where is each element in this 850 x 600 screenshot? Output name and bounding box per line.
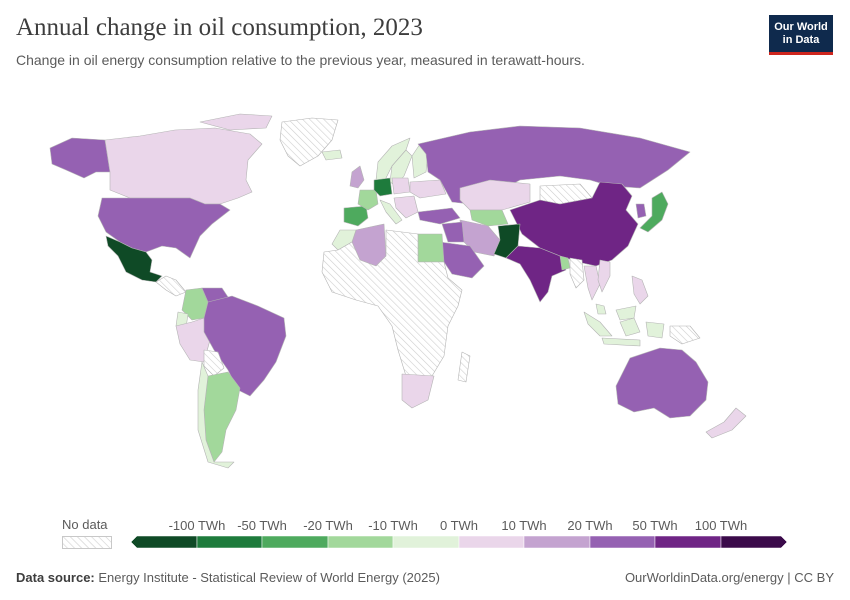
- source-label: Data source:: [16, 570, 95, 585]
- region-greenland[interactable]: [279, 117, 339, 167]
- region-mexico[interactable]: [105, 235, 163, 283]
- region-australia[interactable]: [615, 347, 709, 419]
- legend-tick-label: -50 TWh: [237, 518, 287, 533]
- region-central-asia[interactable]: [469, 209, 509, 227]
- region-new-zealand[interactable]: [705, 407, 747, 439]
- region-uk[interactable]: [349, 165, 365, 189]
- region-vietnam[interactable]: [597, 259, 611, 293]
- region-ukraine[interactable]: [409, 179, 447, 199]
- legend-bin: [523, 535, 591, 549]
- region-africa-other[interactable]: [321, 229, 463, 377]
- legend-tick-label: 100 TWh: [695, 518, 748, 533]
- legend-bin: [392, 535, 460, 549]
- legend-tick-label: 50 TWh: [632, 518, 677, 533]
- region-japan[interactable]: [639, 191, 669, 233]
- region-poland[interactable]: [391, 177, 411, 195]
- region-united-states[interactable]: [97, 197, 231, 259]
- region-alaska[interactable]: [49, 137, 111, 179]
- region-kazakhstan[interactable]: [459, 179, 531, 211]
- region-iceland[interactable]: [321, 149, 343, 161]
- region-papua-new-guinea[interactable]: [669, 325, 701, 345]
- region-italy[interactable]: [379, 199, 403, 225]
- source-text: Energy Institute - Statistical Review of…: [98, 570, 440, 585]
- region-bolivia[interactable]: [203, 349, 225, 377]
- legend-no-data-label: No data: [62, 517, 108, 532]
- legend-bin: [654, 535, 722, 549]
- chart-subtitle: Change in oil energy consumption relativ…: [16, 52, 585, 68]
- region-korea[interactable]: [635, 203, 647, 219]
- region-indonesia[interactable]: [583, 311, 665, 347]
- legend-bin: [196, 535, 263, 549]
- legend-bin: [720, 535, 788, 549]
- region-malaysia[interactable]: [595, 303, 637, 321]
- owid-url-link[interactable]: OurWorldinData.org/energy | CC BY: [624, 570, 834, 585]
- legend-tick-label: 10 TWh: [501, 518, 546, 533]
- region-germany[interactable]: [373, 177, 393, 197]
- legend-no-data-swatch: [62, 536, 112, 549]
- owid-logo[interactable]: Our World in Data: [769, 15, 833, 55]
- logo-line-1: Our World: [774, 20, 828, 33]
- region-spain[interactable]: [343, 205, 369, 227]
- world-map: [49, 113, 747, 469]
- region-central-america[interactable]: [155, 275, 187, 297]
- region-canada[interactable]: [104, 113, 273, 205]
- legend-tick-label: -10 TWh: [368, 518, 418, 533]
- region-madagascar[interactable]: [457, 351, 471, 383]
- logo-line-2: in Data: [782, 33, 820, 46]
- legend-bin: [261, 535, 329, 549]
- data-source: Data source: Energy Institute - Statisti…: [16, 570, 440, 585]
- region-turkey[interactable]: [417, 207, 461, 225]
- region-france[interactable]: [357, 189, 379, 211]
- legend-tick-label: -100 TWh: [169, 518, 226, 533]
- region-iraq[interactable]: [441, 221, 465, 243]
- legend-tick-label: 20 TWh: [567, 518, 612, 533]
- region-thailand[interactable]: [583, 265, 601, 301]
- chart-title: Annual change in oil consumption, 2023: [16, 14, 423, 41]
- region-south-africa[interactable]: [401, 373, 435, 409]
- region-philippines[interactable]: [631, 275, 649, 305]
- legend-bin: [589, 535, 656, 549]
- legend-bin: [130, 535, 198, 549]
- region-egypt[interactable]: [417, 233, 445, 263]
- legend-tick-label: -20 TWh: [303, 518, 353, 533]
- region-myanmar[interactable]: [569, 257, 585, 289]
- region-chile[interactable]: [197, 361, 235, 469]
- region-brazil[interactable]: [203, 295, 287, 397]
- region-india[interactable]: [505, 245, 567, 303]
- legend-bin: [327, 535, 394, 549]
- region-balkans[interactable]: [393, 195, 419, 219]
- legend-tick-label: 0 TWh: [440, 518, 478, 533]
- legend-bin: [458, 535, 525, 549]
- legend-color-scale: -100 TWh -50 TWh -20 TWh -10 TWh 0 TWh 1…: [130, 518, 788, 549]
